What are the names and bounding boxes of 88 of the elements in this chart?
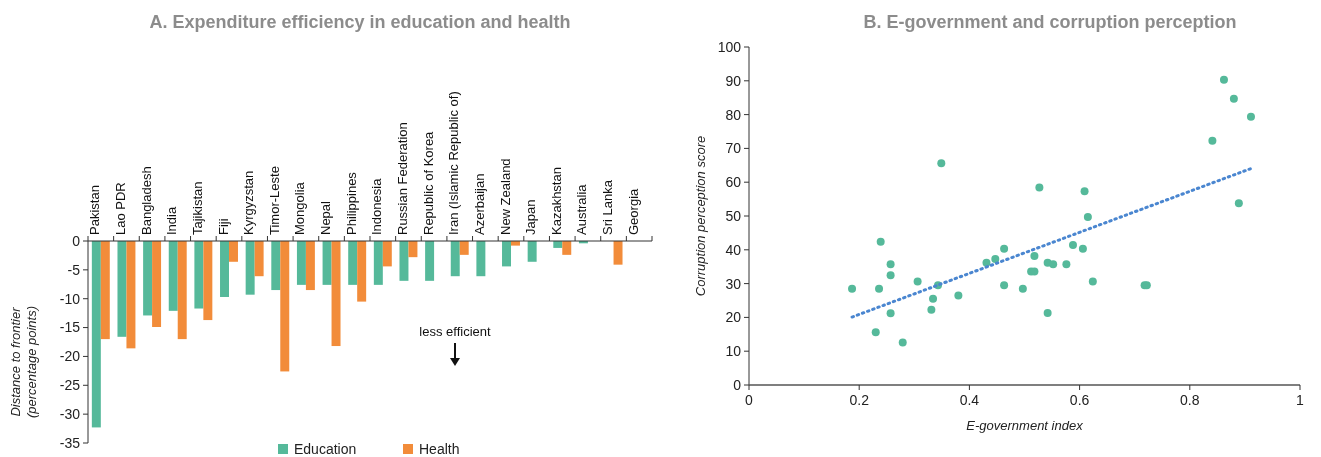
y-tick-label: 30	[725, 275, 742, 292]
point	[1208, 136, 1217, 145]
x-tick-label: Australia	[574, 183, 590, 235]
y-tick-label: 20	[725, 309, 742, 326]
x-tick-label: Kyrgyzstan	[241, 170, 257, 235]
point	[937, 159, 946, 168]
x-tick-label: Sri Lanka	[600, 179, 616, 235]
y-axis-title: Distance to frontier (percentage points)	[8, 305, 39, 419]
y-tick-label: 40	[725, 241, 742, 258]
point	[876, 237, 885, 246]
x-tick-label: Bangladesh	[138, 166, 154, 235]
point	[1229, 94, 1238, 103]
point	[982, 258, 991, 267]
point	[1030, 251, 1039, 260]
point	[927, 305, 936, 314]
y-tick-label: 60	[725, 174, 742, 191]
x-tick-label: Lao PDR	[113, 182, 128, 235]
x-tick-label: Nepal	[318, 200, 334, 235]
x-tick-label: Pakistan	[87, 185, 103, 235]
point	[875, 284, 884, 293]
y-tick-label: 10	[725, 343, 742, 360]
x-tick-label: Republic of Korea	[420, 130, 436, 235]
y-tick-label: 50	[725, 207, 742, 224]
point	[1000, 244, 1009, 253]
y-tick-label: -30	[59, 406, 81, 423]
y-tick-label: -35	[59, 434, 81, 451]
x-tick-label: 0.4	[959, 392, 980, 408]
point	[1078, 244, 1087, 253]
y-tick-label: 80	[725, 106, 742, 123]
point	[848, 284, 857, 293]
x-tick-label: Indonesia	[369, 177, 385, 235]
legend-label: Health	[419, 440, 460, 457]
x-tick-label: Mongolia	[292, 181, 308, 235]
point	[886, 260, 895, 269]
point	[1234, 199, 1243, 208]
y-tick-label: 90	[725, 72, 742, 89]
x-tick-label: Russian Federation	[395, 122, 410, 235]
point	[1246, 112, 1255, 121]
point	[1062, 260, 1071, 269]
point	[1080, 187, 1089, 196]
point	[871, 328, 880, 337]
y-tick-label: 70	[725, 140, 742, 157]
point	[1018, 284, 1027, 293]
legend-label: Education	[294, 440, 357, 457]
point	[1219, 75, 1228, 84]
point	[1043, 309, 1052, 318]
annotation: less efficient	[419, 324, 492, 339]
point	[1049, 260, 1058, 269]
point	[1000, 281, 1009, 290]
x-tick-label: New Zealand	[497, 158, 513, 235]
y-tick-label: -25	[59, 377, 81, 394]
x-tick-label: Azerbaijan	[471, 173, 487, 235]
y-tick-label: 100	[717, 38, 742, 55]
x-tick-label: 0	[745, 392, 754, 408]
x-tick-label: Fiji	[215, 218, 231, 235]
y-tick-label: 0	[72, 232, 81, 249]
point	[1035, 183, 1044, 192]
y-tick-label: 0	[733, 376, 742, 393]
x-tick-label: 0.2	[849, 392, 870, 408]
y-tick-label: -5	[67, 261, 81, 278]
y-axis-title: Corruption perception score	[693, 135, 708, 297]
point	[1068, 241, 1077, 250]
point	[1083, 213, 1092, 222]
y-tick-label: -15	[59, 319, 81, 336]
chart-title: B. E-government and corruption perception	[863, 12, 1237, 32]
point	[954, 291, 963, 300]
x-tick-label: India	[164, 206, 180, 235]
point	[886, 271, 895, 280]
x-axis-title: E-government index	[966, 418, 1084, 433]
x-tick-label: Kazakhstan	[548, 167, 564, 235]
x-tick-label: Georgia	[625, 187, 641, 235]
x-tick-label: Philippines	[343, 171, 359, 235]
point	[929, 294, 938, 303]
x-tick-label: Iran (Islamic Republic of)	[446, 91, 462, 235]
y-tick-label: -10	[59, 290, 81, 307]
x-tick-label: 1	[1296, 392, 1305, 408]
point	[1088, 277, 1097, 286]
x-tick-label: Japan	[523, 199, 539, 235]
y-tick-label: -20	[59, 348, 81, 365]
x-tick-label: Timor-Leste	[266, 166, 282, 235]
x-tick-label: 0.6	[1069, 392, 1090, 408]
chart-title: A. Expenditure efficiency in education and health	[149, 12, 571, 32]
x-tick-label: 0.8	[1180, 392, 1200, 408]
point	[913, 277, 922, 286]
x-tick-label: Tajikistan	[189, 181, 205, 235]
point	[898, 338, 907, 347]
point	[886, 309, 895, 318]
point	[991, 254, 1000, 263]
